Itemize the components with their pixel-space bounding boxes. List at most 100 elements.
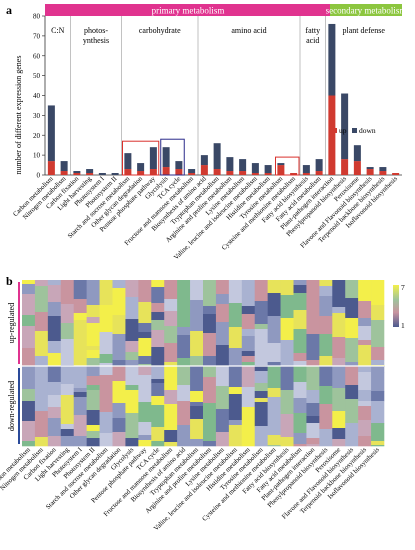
panel-a-label: a <box>6 3 12 17</box>
heatmap-cell <box>47 366 62 383</box>
bar-up <box>353 161 361 175</box>
heatmap-cell <box>358 390 372 402</box>
heatmap-cell <box>203 377 217 404</box>
heatmap-cell <box>177 366 191 386</box>
group-label: acid <box>306 36 319 45</box>
heatmap-cell <box>34 331 49 357</box>
heatmap-cell <box>151 441 165 447</box>
heatmap-cell <box>306 334 320 352</box>
heatmap-cell <box>125 341 139 353</box>
heatmap-cell <box>86 346 100 351</box>
bar-up <box>60 171 68 175</box>
heatmap-cell <box>267 445 281 447</box>
heatmap-cell <box>241 425 256 447</box>
heatmap-cell <box>73 313 87 321</box>
heatmap-cell <box>60 280 75 305</box>
heatmap-cell <box>177 385 191 402</box>
heatmap-cell <box>60 366 75 385</box>
heatmap-cell <box>177 425 191 447</box>
y-tick-label: 10 <box>33 152 41 160</box>
heatmap-cell <box>125 352 139 361</box>
heatmap-cell <box>254 391 268 399</box>
bar-up <box>341 159 349 175</box>
heatmap-cell <box>86 425 100 432</box>
heatmap-cell <box>267 366 281 389</box>
bar-down <box>277 163 285 166</box>
heatmap-cell <box>138 356 152 365</box>
heatmap-cell <box>280 340 294 361</box>
bar-down <box>137 163 145 172</box>
heatmap-cell <box>112 432 126 447</box>
heatmap-cell <box>164 366 178 391</box>
panel-b-label: b <box>6 274 13 288</box>
heatmap-cell <box>86 350 100 359</box>
heatmap-cell <box>293 285 307 294</box>
scale-min-label: 1 <box>401 321 405 330</box>
bar-up <box>290 173 298 175</box>
bar-down <box>162 147 170 168</box>
heatmap-cell <box>164 404 178 431</box>
heatmap-cell <box>332 439 346 447</box>
heatmap-cell <box>306 360 320 367</box>
group-label: ynthesis <box>83 36 109 45</box>
heatmap-cell <box>228 303 243 328</box>
heatmap-cell <box>306 280 320 307</box>
heatmap-cell <box>22 421 36 442</box>
y-tick-label: 0 <box>37 172 41 180</box>
heatmap-cell <box>371 445 385 447</box>
heatmap-cell <box>319 302 333 317</box>
heatmap-cell <box>306 403 320 417</box>
heatmap-cell <box>138 435 152 441</box>
group-label: amino acid <box>231 26 266 35</box>
heatmap-cell <box>164 280 178 300</box>
heatmap-cell <box>22 280 36 285</box>
heatmap-cell <box>34 437 49 447</box>
heatmap-cell <box>203 441 217 447</box>
heatmap-cell <box>99 363 113 367</box>
heatmap-cell <box>151 312 165 321</box>
heatmap-cell <box>164 311 178 327</box>
heatmap-cell <box>138 327 152 333</box>
heatmap-cell <box>293 433 307 445</box>
row-label-up: up-regulated <box>7 303 16 343</box>
heatmap-cell <box>73 345 87 367</box>
bar-down <box>188 169 196 174</box>
heatmap-cell <box>190 391 204 403</box>
heatmap-cell <box>47 302 62 317</box>
heatmap-cell <box>125 297 139 320</box>
secondary-metabolism-text: secondary metabolism <box>326 6 407 16</box>
y-tick-label: 70 <box>33 32 41 40</box>
bar-up <box>200 165 208 175</box>
bar-down <box>328 23 336 96</box>
heatmap-cell <box>267 280 281 294</box>
heatmap-cell <box>241 306 256 315</box>
heatmap-cell <box>332 280 346 308</box>
heatmap-cell <box>190 439 204 447</box>
bar-up <box>188 173 196 175</box>
bar-up <box>124 169 132 175</box>
heatmap-cell <box>319 280 333 287</box>
bar-up <box>137 171 145 175</box>
heatmap-cell <box>215 432 230 447</box>
heatmap-cell <box>138 302 152 324</box>
bar-down <box>98 173 106 175</box>
bar-up <box>47 161 55 175</box>
heatmap-cell <box>345 362 359 367</box>
heatmap-cell <box>151 427 165 442</box>
heatmap-cell <box>293 310 307 330</box>
heatmap-cell <box>60 395 75 419</box>
heatmap-cell <box>358 318 372 327</box>
heatmap-cell <box>332 313 346 338</box>
heatmap-cell <box>319 316 333 335</box>
heatmap-cell <box>99 400 113 413</box>
heatmap-cell <box>358 436 372 447</box>
heatmap-cell <box>215 285 230 295</box>
heatmap-cell <box>60 323 75 340</box>
y-axis-label: number of different expression genes <box>14 56 23 175</box>
heatmap-cell <box>267 435 281 446</box>
bar-down <box>302 165 310 174</box>
heatmap-cell <box>306 306 320 318</box>
heatmap-cell <box>371 401 385 424</box>
bar-down <box>379 167 387 172</box>
heatmap-cell <box>319 286 333 297</box>
